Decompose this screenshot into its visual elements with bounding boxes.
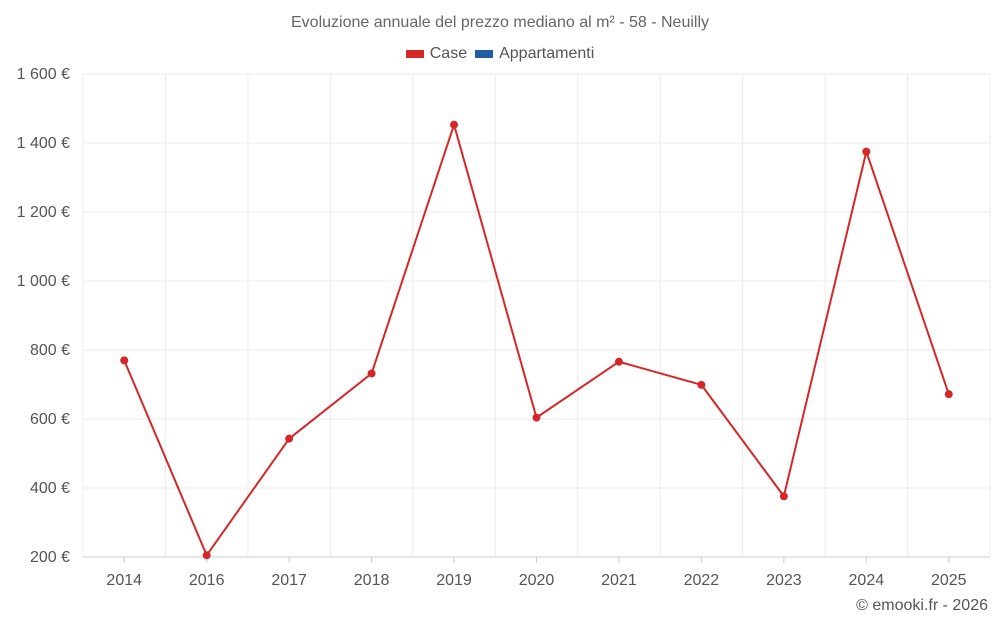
y-tick-label: 200 € (30, 549, 70, 566)
x-tick-label: 2014 (106, 572, 142, 589)
grid (82, 73, 991, 558)
legend-item-case[interactable]: Case (405, 45, 468, 63)
x-tick-label: 2025 (931, 572, 967, 589)
series (120, 120, 953, 560)
y-tick-label: 1 000 € (17, 273, 70, 290)
chart-title: Evoluzione annuale del prezzo mediano al… (291, 14, 709, 31)
data-point (450, 120, 459, 129)
legend-swatch-case (405, 50, 424, 58)
data-point (202, 551, 211, 560)
axes: 200 € 400 € 600 € 800 € 1 000 € 1 200 € 1 400 … (17, 66, 990, 589)
legend-swatch-appartamenti (475, 50, 494, 58)
data-point (697, 380, 706, 389)
y-tick-label: 400 € (30, 480, 70, 497)
y-tick-label: 1 600 € (17, 66, 70, 83)
legend-label-case: Case (429, 45, 468, 62)
x-tick-label: 2021 (601, 572, 637, 589)
legend-label-appartamenti: Appartamenti (499, 45, 595, 62)
data-point (120, 356, 129, 365)
x-tick-label: 2019 (436, 572, 472, 589)
data-point (532, 413, 541, 422)
data-point (367, 369, 376, 378)
x-tick-label: 2023 (766, 572, 802, 589)
data-point (779, 492, 788, 501)
x-tick-label: 2024 (849, 572, 885, 589)
x-tick-label: 2020 (519, 572, 555, 589)
x-tick-label: 2016 (189, 572, 225, 589)
y-tick-label: 800 € (30, 342, 70, 359)
copyright-footer: © emooki.fr - 2026 (856, 597, 988, 614)
x-tick-label: 2017 (271, 572, 307, 589)
data-point (862, 147, 871, 156)
legend-item-appartamenti[interactable]: Appartamenti (475, 45, 594, 63)
y-tick-label: 1 200 € (17, 204, 70, 221)
y-tick-label: 600 € (30, 411, 70, 428)
data-point (944, 390, 953, 399)
x-tick-label: 2022 (684, 572, 720, 589)
chart-legend: Case Appartamenti (0, 45, 1000, 63)
data-point (614, 357, 623, 366)
y-tick-label: 1 400 € (17, 135, 70, 152)
x-tick-label: 2018 (354, 572, 390, 589)
data-point (285, 434, 294, 443)
